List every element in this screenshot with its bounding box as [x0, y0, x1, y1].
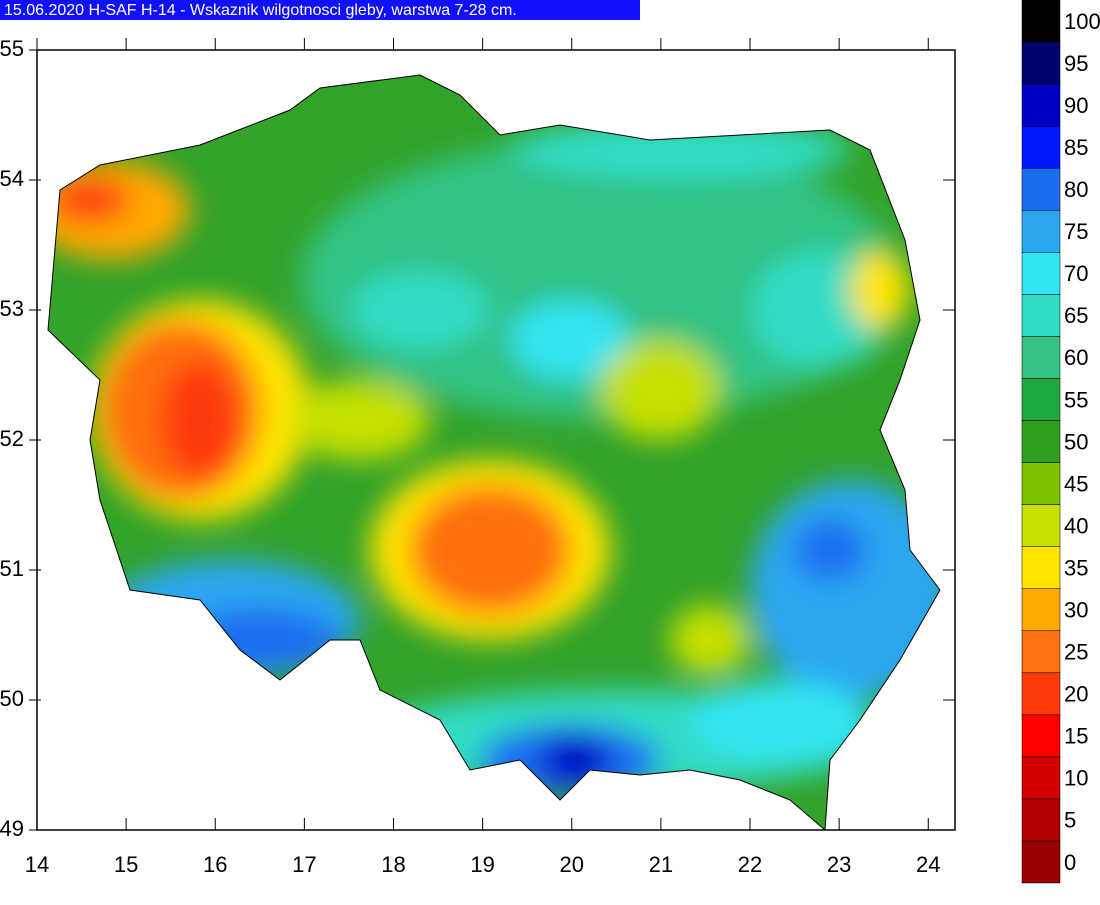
legend-swatch	[1021, 672, 1061, 716]
soil-moisture-field	[48, 75, 940, 830]
x-tick-label: 21	[649, 852, 673, 877]
legend-label: 90	[1064, 93, 1088, 118]
legend-swatch	[1021, 41, 1061, 85]
legend-label: 75	[1064, 219, 1088, 244]
legend-label: 80	[1064, 177, 1088, 202]
x-tick-label: 24	[916, 852, 940, 877]
legend-label: 5	[1064, 808, 1076, 833]
legend-label: 10	[1064, 766, 1088, 791]
y-tick-label: 55	[0, 36, 24, 61]
x-tick-label: 17	[292, 852, 316, 877]
x-tick-label: 18	[381, 852, 405, 877]
y-tick-label: 53	[0, 296, 24, 321]
legend-swatch	[1021, 798, 1061, 842]
legend-swatch	[1021, 756, 1061, 800]
legend-swatch	[1021, 462, 1061, 505]
legend-label: 55	[1064, 387, 1088, 412]
legend-label: 60	[1064, 345, 1088, 370]
legend-swatch	[1021, 378, 1061, 421]
legend-label: 30	[1064, 598, 1088, 623]
legend-swatch	[1021, 588, 1061, 631]
legend-label: 0	[1064, 850, 1076, 875]
legend-label: 35	[1064, 555, 1088, 580]
legend-swatch	[1021, 630, 1061, 674]
legend-swatch	[1021, 83, 1061, 127]
legend-swatch	[1021, 546, 1061, 589]
legend-label: 70	[1064, 261, 1088, 286]
legend-swatch	[1021, 714, 1061, 758]
legend: 0 5 10 15 20 25 30 35 40 45 50 55 60 65 70 75 80 85 90 95 10…	[1021, 0, 1100, 884]
legend-label: 45	[1064, 471, 1088, 496]
title-box	[0, 0, 640, 20]
y-tick-label: 50	[0, 686, 24, 711]
legend-swatch	[1021, 504, 1061, 547]
legend-swatch	[1021, 840, 1061, 884]
legend-label: 40	[1064, 513, 1088, 538]
x-tick-label: 15	[114, 852, 138, 877]
legend-label: 65	[1064, 303, 1088, 328]
x-tick-label: 16	[203, 852, 227, 877]
x-tick-label: 20	[560, 852, 584, 877]
legend-swatch	[1021, 252, 1061, 295]
title: 15.06.2020 H-SAF H-14 - Wskaznik wilgotn…	[4, 2, 517, 19]
y-tick-label: 51	[0, 556, 24, 581]
x-tick-label: 22	[738, 852, 762, 877]
legend-label: 25	[1064, 640, 1088, 665]
legend-swatch	[1021, 0, 1061, 43]
y-tick-label: 49	[0, 816, 24, 841]
y-tick-label: 54	[0, 166, 24, 191]
legend-label: 15	[1064, 724, 1088, 749]
legend-swatch	[1021, 294, 1061, 337]
legend-swatch	[1021, 420, 1061, 463]
legend-swatch	[1021, 209, 1061, 253]
x-tick-label: 19	[470, 852, 494, 877]
y-tick-label: 52	[0, 426, 24, 451]
x-tick-label: 14	[25, 852, 49, 877]
legend-swatch	[1021, 336, 1061, 379]
legend-label: 95	[1064, 51, 1088, 76]
legend-label: 85	[1064, 135, 1088, 160]
legend-swatch	[1021, 167, 1061, 211]
x-tick-label: 23	[827, 852, 851, 877]
legend-label: 50	[1064, 429, 1088, 454]
legend-label: 100	[1064, 9, 1100, 34]
axes: 14 15 16 17 18 19 20 21 22 23 24 49 50 51 52 53 54 55	[0, 36, 955, 877]
legend-label: 20	[1064, 682, 1088, 707]
legend-swatch	[1021, 125, 1061, 169]
